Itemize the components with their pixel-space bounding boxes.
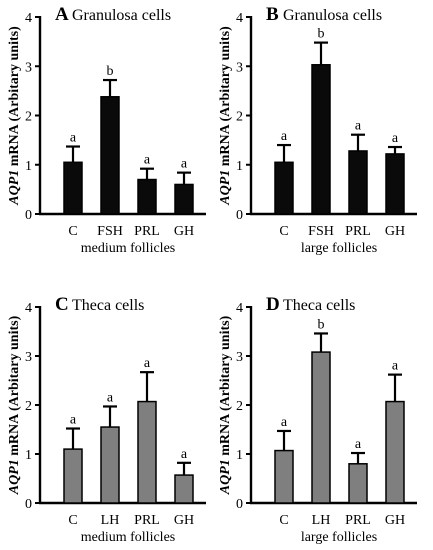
- x-axis-label: large follicles: [301, 241, 377, 256]
- significance-label: a: [144, 153, 151, 168]
- y-tick-label: 0: [25, 497, 32, 512]
- y-tick-label: 0: [236, 497, 243, 512]
- category-label: GH: [174, 224, 194, 239]
- y-axis-label-gene: AQP1: [218, 459, 233, 495]
- category-label: C: [68, 513, 77, 528]
- significance-label: b: [318, 317, 325, 332]
- y-tick-label: 2: [236, 110, 243, 125]
- category-label: PRL: [134, 224, 160, 239]
- y-tick-label: 2: [25, 399, 32, 414]
- y-axis-label: AQP1 mRNA (Arbitary units): [218, 315, 233, 495]
- significance-label: a: [181, 157, 188, 172]
- y-axis-label-units: mRNA (Arbitary units): [218, 315, 233, 459]
- bar-gh: [385, 400, 405, 504]
- category-label: PRL: [345, 224, 371, 239]
- category-label: FSH: [308, 224, 334, 239]
- significance-label: a: [70, 131, 77, 146]
- y-tick-label: 4: [25, 301, 32, 316]
- bar-prl: [137, 400, 157, 504]
- category-label: LH: [101, 513, 120, 528]
- y-axis-label-gene: AQP1: [218, 170, 233, 206]
- panel-title: Granulosa cells: [283, 7, 382, 24]
- x-axis-label: medium follicles: [81, 530, 175, 545]
- bar-c: [274, 161, 294, 215]
- significance-label: a: [355, 437, 362, 452]
- category-label: C: [279, 513, 288, 528]
- panel-title: Theca cells: [72, 297, 144, 314]
- x-axis-label: large follicles: [301, 530, 377, 545]
- y-tick-label: 1: [25, 448, 32, 463]
- panel-title: Granulosa cells: [72, 7, 171, 24]
- x-axis-label: medium follicles: [81, 241, 175, 256]
- y-tick-label: 2: [236, 399, 243, 414]
- y-tick-label: 1: [236, 159, 243, 174]
- y-tick-label: 3: [236, 60, 243, 75]
- y-tick-label: 0: [236, 208, 243, 223]
- category-label: GH: [385, 513, 405, 528]
- y-axis-label: AQP1 mRNA (Arbitary units): [218, 26, 233, 206]
- y-tick-label: 3: [25, 350, 32, 365]
- chart-panel-b: 0 1 2 3 4 B Granulosa cells a Cb FSH a PRL a GH large …: [218, 4, 417, 256]
- y-tick-label: 3: [25, 60, 32, 75]
- category-label: PRL: [345, 513, 371, 528]
- bar-fsh: [311, 64, 331, 215]
- significance-label: a: [281, 129, 288, 144]
- y-tick-label: 0: [25, 208, 32, 223]
- significance-label: a: [107, 390, 114, 405]
- significance-label: b: [318, 27, 325, 42]
- bar-c: [63, 161, 83, 215]
- significance-label: a: [144, 356, 151, 371]
- y-tick-label: 4: [236, 301, 243, 316]
- significance-label: a: [355, 119, 362, 134]
- category-label: LH: [312, 513, 331, 528]
- category-label: C: [279, 224, 288, 239]
- y-axis-label-gene: AQP1: [7, 170, 22, 206]
- y-axis-label-units: mRNA (Arbitary units): [7, 26, 22, 170]
- y-tick-label: 1: [25, 159, 32, 174]
- category-label: GH: [385, 224, 405, 239]
- category-label: GH: [174, 513, 194, 528]
- bar-lh: [100, 426, 120, 504]
- bar-prl: [137, 178, 157, 215]
- y-tick-label: 3: [236, 350, 243, 365]
- significance-label: a: [281, 415, 288, 430]
- y-axis-label-units: mRNA (Arbitary units): [218, 26, 233, 170]
- y-axis-label: AQP1 mRNA (Arbitary units): [7, 315, 22, 495]
- significance-label: b: [107, 64, 114, 79]
- panel-letter: C: [55, 294, 69, 315]
- significance-label: a: [181, 447, 188, 462]
- panel-title: Theca cells: [283, 297, 355, 314]
- bar-prl: [348, 463, 368, 504]
- bar-c: [274, 449, 294, 504]
- bar-gh: [174, 183, 194, 215]
- chart-panel-a: 0 1 2 3 4 A Granulosa cells a Cb FSH a PRL a GH medium…: [7, 4, 206, 256]
- bar-c: [63, 448, 83, 504]
- bar-prl: [348, 150, 368, 215]
- bar-gh: [385, 153, 405, 215]
- significance-label: a: [392, 131, 399, 146]
- category-label: C: [68, 224, 77, 239]
- y-axis-label-gene: AQP1: [7, 459, 22, 495]
- y-axis-label-units: mRNA (Arbitary units): [7, 315, 22, 459]
- panel-letter: D: [266, 294, 280, 315]
- significance-label: a: [392, 359, 399, 374]
- y-tick-label: 4: [236, 11, 243, 26]
- y-axis-label: AQP1 mRNA (Arbitary units): [7, 26, 22, 206]
- y-tick-label: 1: [236, 448, 243, 463]
- y-tick-label: 4: [25, 11, 32, 26]
- panel-letter: B: [266, 4, 279, 25]
- category-label: FSH: [97, 224, 123, 239]
- y-tick-label: 2: [25, 110, 32, 125]
- bar-gh: [174, 474, 194, 504]
- bar-lh: [311, 351, 331, 504]
- category-label: PRL: [134, 513, 160, 528]
- panel-letter: A: [55, 4, 69, 25]
- bar-fsh: [100, 96, 120, 215]
- significance-label: a: [70, 413, 77, 428]
- chart-panel-d: 0 1 2 3 4 D Theca cells a Cb LH a PRL a GH large folli…: [218, 294, 417, 545]
